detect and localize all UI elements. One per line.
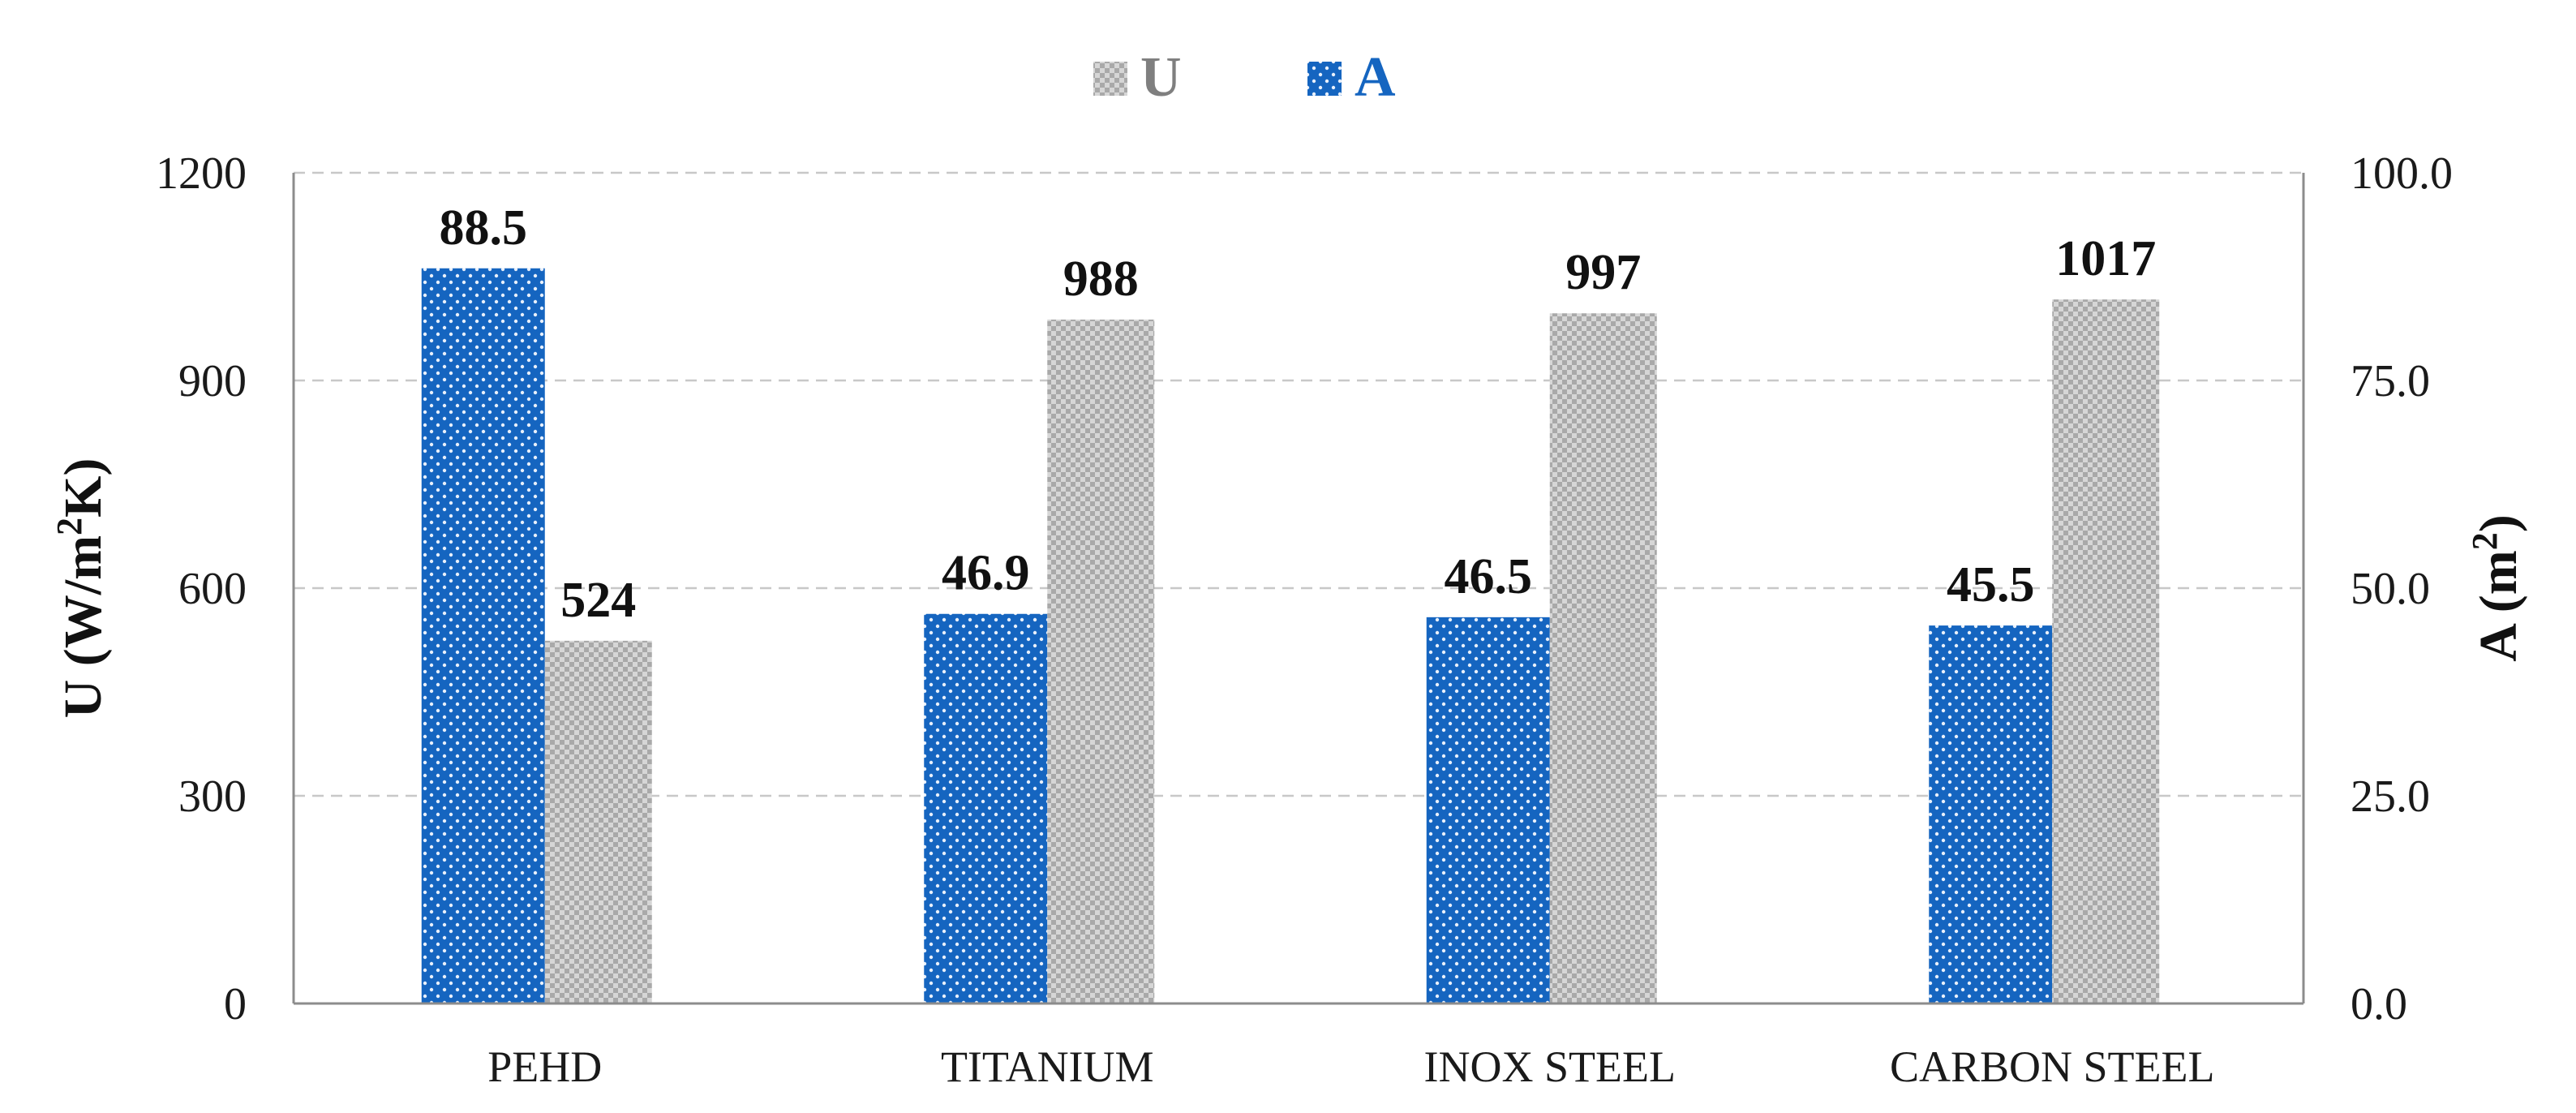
legend-label-u: U (1140, 46, 1182, 109)
bar-u-titanium[interactable] (1047, 319, 1155, 1003)
category-label-pehd: PEHD (487, 1042, 602, 1091)
category-label-carbon-steel: CARBON STEEL (1890, 1042, 2215, 1091)
bar-a-carbon-steel[interactable] (1929, 625, 2053, 1003)
left-axis-title: U (W/m2K) (49, 458, 113, 719)
data-label-u-titanium: 988 (1063, 251, 1139, 307)
category-label-titanium: TITANIUM (941, 1042, 1154, 1091)
data-label-u-pehd: 524 (560, 573, 636, 628)
bar-a-pehd[interactable] (421, 268, 545, 1003)
right-tick-label: 25.0 (2351, 771, 2430, 822)
data-label-u-carbon-steel: 1017 (2055, 231, 2156, 286)
legend-swatch-u (1093, 62, 1127, 96)
left-tick-label: 600 (178, 564, 247, 614)
data-label-u-inox-steel: 997 (1565, 245, 1641, 300)
data-label-a-pehd: 88.5 (440, 200, 528, 256)
category-labels: PEHD TITANIUM INOX STEEL CARBON STEEL (487, 1042, 2214, 1091)
left-tick-label: 0 (224, 979, 247, 1029)
bar-u-carbon-steel[interactable] (2052, 299, 2160, 1003)
category-label-inox-steel: INOX STEEL (1424, 1042, 1676, 1091)
data-label-a-titanium: 46.9 (942, 546, 1030, 601)
bars (421, 268, 2160, 1003)
right-tick-label: 100.0 (2351, 148, 2453, 199)
right-axis-ticks: 0.0 25.0 50.0 75.0 100.0 (2351, 148, 2453, 1029)
legend-label-a: A (1355, 46, 1396, 109)
left-axis-ticks: 0 300 600 900 1200 (156, 148, 247, 1029)
bar-a-titanium[interactable] (924, 613, 1048, 1003)
right-axis-title: A (m2) (2465, 514, 2528, 661)
data-label-a-carbon-steel: 45.5 (1947, 557, 2035, 612)
left-tick-label: 300 (178, 771, 247, 822)
legend-swatch-a (1307, 62, 1342, 96)
legend-item-a[interactable]: A (1307, 46, 1396, 109)
bar-a-inox-steel[interactable] (1426, 617, 1550, 1003)
right-tick-label: 50.0 (2351, 564, 2430, 614)
legend: U A (1093, 46, 1396, 109)
legend-item-u[interactable]: U (1093, 46, 1182, 109)
left-tick-label: 1200 (156, 148, 247, 199)
right-tick-label: 75.0 (2351, 356, 2430, 406)
right-tick-label: 0.0 (2351, 979, 2407, 1029)
bar-u-inox-steel[interactable] (1549, 313, 1657, 1003)
left-tick-label: 900 (178, 356, 247, 406)
data-labels: 88.5 524 46.9 988 46.5 997 45.5 1017 (440, 200, 2157, 628)
bar-u-pehd[interactable] (544, 640, 652, 1003)
data-label-a-inox-steel: 46.5 (1445, 549, 1533, 604)
